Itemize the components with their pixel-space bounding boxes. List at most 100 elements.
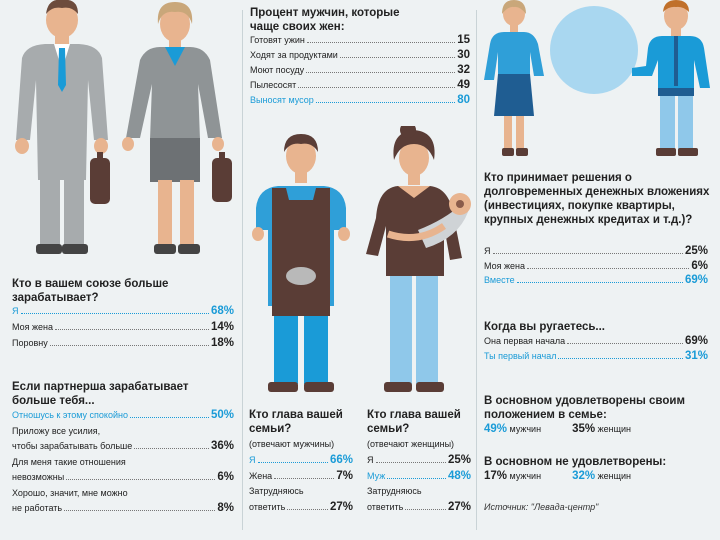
middle-women-row-label: Муж [367, 470, 386, 481]
dot-leader [129, 417, 209, 418]
dot-leader [274, 477, 335, 479]
left-q2-row-label: Отношусь к этому спокойно [12, 410, 128, 420]
right-q2-title: Когда вы ругаетесь... [484, 321, 605, 333]
middle-q-row-value: 15 [457, 34, 470, 46]
middle-men-title: Кто глава вашей семьи? [249, 409, 343, 435]
businessman-figure [15, 0, 110, 254]
middle-q-row-value: 49 [457, 79, 470, 91]
middle-q-row: Моют посуду 32 [250, 64, 470, 76]
left-q2-row-label: Хорошо, значит, мне можно [12, 487, 128, 498]
middle-men-row-label: Затрудняюсь [249, 486, 304, 496]
left-q2-row: не работать 8% [12, 502, 234, 514]
left-q2-row-label: Приложу все усилия, [12, 425, 101, 436]
family-illustration [252, 126, 471, 392]
couple-coin-illustration [484, 0, 710, 156]
middle-q-row-label: Готовят ужин [250, 35, 305, 45]
left-q2-row-value: 36% [210, 440, 234, 452]
left-q2-title: Если партнерша зарабатывает больше тебя.… [12, 381, 189, 407]
middle-men-row-value: 66% [329, 454, 353, 466]
man-small-figure [632, 0, 710, 156]
middle-women-row: Затрудняюсь [367, 485, 471, 497]
dot-leader [516, 282, 683, 283]
dot-leader [20, 313, 209, 314]
middle-q-row: Пылесосят 49 [250, 79, 470, 91]
middle-men-row-value: 27% [329, 500, 353, 513]
middle-men-row-label: Жена [249, 470, 273, 481]
unsat-men-label: мужчин [509, 471, 542, 481]
middle-women-row-value: 27% [447, 500, 471, 513]
middle-men-row: Я 66% [249, 454, 353, 466]
left-q2-row-value: 50% [210, 409, 234, 421]
sat-women-label: женщин [597, 424, 632, 434]
middle-q-row-label: Ходят за продуктами [250, 50, 338, 60]
woman-small-figure [484, 0, 544, 156]
wife-with-baby-figure [366, 126, 471, 392]
left-q1-row-label: Я [12, 306, 19, 316]
right-q1-row-label: Я [484, 246, 491, 256]
middle-men-row-label: Я [249, 455, 256, 465]
middle-q-row: Готовят ужин 15 [250, 34, 470, 46]
left-q2-row-label: чтобы зарабатывать больше [12, 441, 133, 451]
right-unsat-title: В основном не удовлетворены: [484, 456, 667, 468]
middle-q-row-label: Пылесосят [250, 80, 297, 90]
middle-women-row: Я 25% [367, 454, 471, 466]
column-divider-right [476, 10, 477, 530]
dot-leader [492, 253, 683, 254]
middle-q-row: Ходят за продуктами 30 [250, 49, 470, 61]
dot-leader [306, 72, 456, 73]
middle-women-row-value: 25% [447, 454, 471, 466]
left-q2-row: Хорошо, значит, мне можно [12, 487, 234, 499]
left-q2-row-label: не работать [12, 503, 63, 513]
left-q2-row: Для меня такие отношения [12, 456, 234, 468]
dot-leader [134, 448, 209, 449]
right-q1-row: Я 25% [484, 245, 708, 257]
left-q2-row-label: Для меня такие отношения [12, 456, 126, 467]
right-q1-row-label: Вместе [484, 275, 515, 285]
middle-women-row-label: Затрудняюсь [367, 486, 422, 496]
right-q2-row: Она первая начала 69% [484, 335, 708, 347]
middle-women-subtitle: (отвечают женщины) [367, 439, 455, 449]
dot-leader [339, 57, 456, 58]
right-q2-row-label: Ты первый начал [484, 350, 557, 361]
middle-q-row: Выносят мусор 80 [250, 94, 470, 106]
sat-men-label: мужчин [509, 424, 542, 434]
middle-q-row-value: 80 [457, 94, 470, 106]
middle-women-row: Муж 48% [367, 470, 471, 482]
dot-leader [375, 462, 446, 463]
middle-q-row-label: Выносят мусор [250, 95, 314, 105]
left-q2-row: невозможны 6% [12, 471, 234, 483]
left-q1-row-value: 18% [210, 337, 234, 349]
unsat-women-value: 32% [572, 470, 596, 482]
middle-women-row: ответить 27% [367, 501, 471, 513]
right-q1-row-label: Моя жена [484, 260, 525, 271]
unsat-men-value: 17% [484, 470, 508, 482]
left-q2-row-value: 8% [217, 502, 234, 514]
left-q2-row: Приложу все усилия, [12, 425, 234, 437]
left-q1-row: Моя жена 14% [12, 321, 234, 333]
middle-q-row-value: 32 [457, 64, 470, 76]
right-unsat-values: 17% мужчин 32% женщин [484, 470, 631, 482]
right-q2-row: Ты первый начал 31% [484, 350, 708, 362]
right-q1-title: Кто принимает решения о долговременных д… [484, 172, 710, 226]
right-q1-row: Вместе 69% [484, 274, 708, 286]
middle-men-row: Затрудняюсь [249, 485, 353, 497]
dot-leader [298, 87, 456, 88]
left-q1-title: Кто в вашем союзе больше зарабатывает? [12, 278, 169, 304]
left-q1-row: Я 68% [12, 305, 234, 317]
husband-apron-figure [252, 134, 350, 392]
business-couple-illustration [15, 0, 232, 254]
dot-leader [387, 477, 446, 479]
left-q1-row: Поровну 18% [12, 337, 234, 349]
column-divider-left [242, 10, 243, 530]
dot-leader [66, 479, 216, 480]
left-q2-row: Отношусь к этому спокойно 50% [12, 409, 234, 421]
dot-leader [526, 267, 690, 269]
middle-men-row: ответить 27% [249, 501, 353, 513]
dot-leader [64, 510, 216, 511]
middle-men-subtitle: (отвечают мужчины) [249, 439, 335, 449]
left-q1-row-label: Моя жена [12, 322, 53, 332]
businesswoman-figure [122, 2, 232, 254]
unsat-women-label: женщин [597, 471, 632, 481]
right-q2-row-value: 69% [684, 335, 708, 347]
coin-icon [550, 6, 638, 94]
